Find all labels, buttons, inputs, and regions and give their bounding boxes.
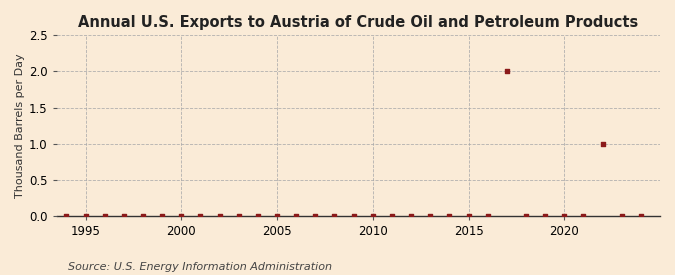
Point [444,214,455,218]
Point [597,142,608,146]
Point [99,214,110,218]
Point [118,214,129,218]
Point [329,214,340,218]
Point [80,214,91,218]
Title: Annual U.S. Exports to Austria of Crude Oil and Petroleum Products: Annual U.S. Exports to Austria of Crude … [78,15,639,30]
Point [310,214,321,218]
Point [387,214,398,218]
Point [425,214,435,218]
Point [482,214,493,218]
Point [252,214,263,218]
Point [157,214,167,218]
Point [234,214,244,218]
Point [367,214,378,218]
Point [42,214,53,218]
Point [138,214,148,218]
Point [195,214,206,218]
Point [463,214,474,218]
Point [61,214,72,218]
Point [578,214,589,218]
Point [348,214,359,218]
Point [520,214,531,218]
Point [540,214,551,218]
Text: Source: U.S. Energy Information Administration: Source: U.S. Energy Information Administ… [68,262,331,272]
Point [616,214,627,218]
Point [635,214,646,218]
Point [406,214,416,218]
Point [271,214,282,218]
Point [214,214,225,218]
Point [559,214,570,218]
Point [291,214,302,218]
Y-axis label: Thousand Barrels per Day: Thousand Barrels per Day [15,53,25,198]
Point [502,69,512,74]
Point [176,214,187,218]
